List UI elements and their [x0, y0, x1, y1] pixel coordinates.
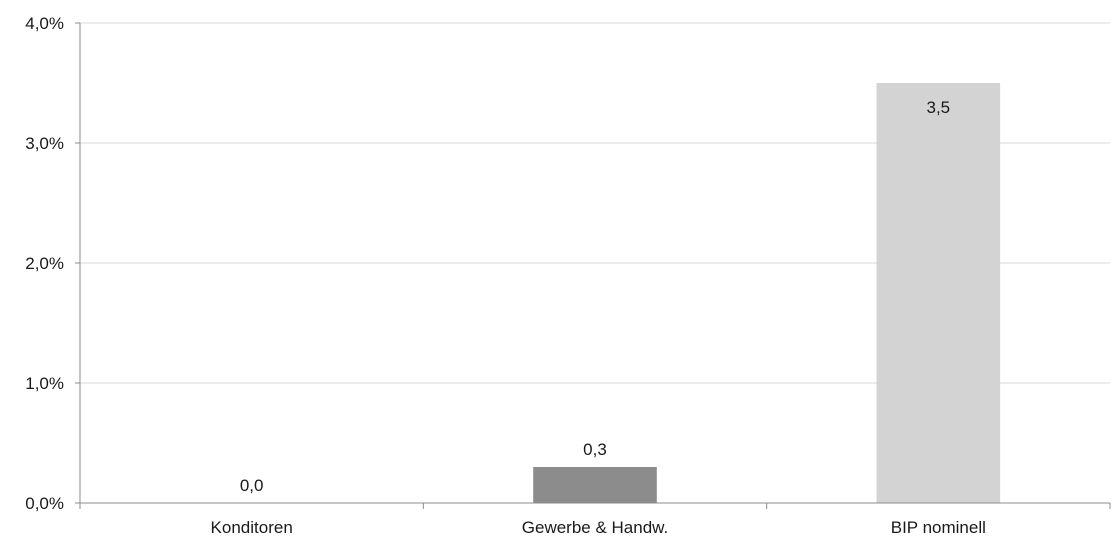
- y-tick-labels: 0,0% 1,0% 2,0% 3,0% 4,0%: [25, 14, 80, 513]
- y-tick-label: 3,0%: [25, 134, 64, 153]
- y-tick-label: 2,0%: [25, 254, 64, 273]
- data-label: 3,5: [927, 98, 951, 117]
- bar: [533, 467, 657, 503]
- data-labels: 0,0 0,3 3,5: [240, 98, 950, 495]
- y-tick-label: 4,0%: [25, 14, 64, 33]
- category-label: BIP nominell: [891, 518, 986, 537]
- bars: [533, 83, 1001, 503]
- y-tick-label: 0,0%: [25, 494, 64, 513]
- x-tick-marks: [79, 503, 1111, 509]
- category-label: Konditoren: [211, 518, 293, 537]
- bar: [876, 83, 1001, 503]
- category-label: Gewerbe & Handw.: [522, 518, 668, 537]
- axes: [79, 23, 1110, 509]
- data-label: 0,3: [583, 440, 607, 459]
- data-label: 0,0: [240, 476, 264, 495]
- y-tick-label: 1,0%: [25, 374, 64, 393]
- category-labels: Konditoren Gewerbe & Handw. BIP nominell: [211, 518, 986, 537]
